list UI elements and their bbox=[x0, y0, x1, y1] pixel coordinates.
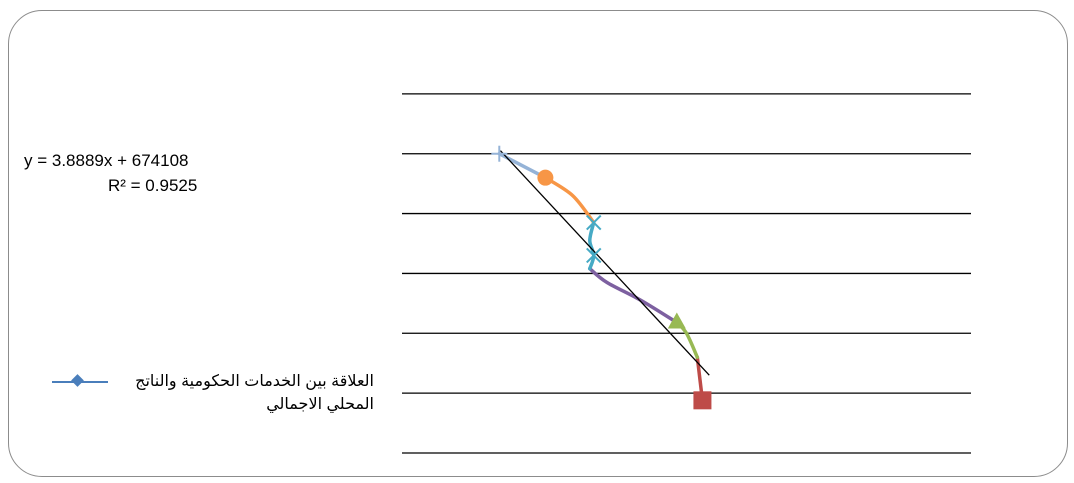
trendline bbox=[499, 150, 710, 376]
data-point-x bbox=[586, 247, 602, 264]
series-line-3 bbox=[588, 266, 679, 325]
data-point-triangle bbox=[667, 312, 686, 329]
gridlines bbox=[402, 93, 971, 454]
r-squared-value: R² = 0.9525 bbox=[108, 176, 198, 195]
chart-area bbox=[8, 10, 1068, 477]
series-lines bbox=[497, 151, 705, 403]
trendline-equation: y = 3.8889x + 674108 bbox=[24, 151, 189, 170]
data-point-x bbox=[586, 214, 602, 231]
legend-label: العلاقة بين الخدمات الحكومية والناتج الم… bbox=[135, 373, 374, 413]
series-line-4 bbox=[588, 220, 596, 271]
series-markers bbox=[491, 145, 712, 410]
data-point-circle bbox=[537, 169, 554, 186]
data-point-square bbox=[693, 391, 712, 410]
legend: العلاقة بين الخدمات الحكومية والناتج الم… bbox=[44, 370, 374, 430]
trendline-segment bbox=[499, 150, 710, 376]
legend-diamond-icon bbox=[71, 374, 84, 387]
trendline-label: y = 3.8889x + 674108 R² = 0.9525 bbox=[24, 148, 197, 198]
